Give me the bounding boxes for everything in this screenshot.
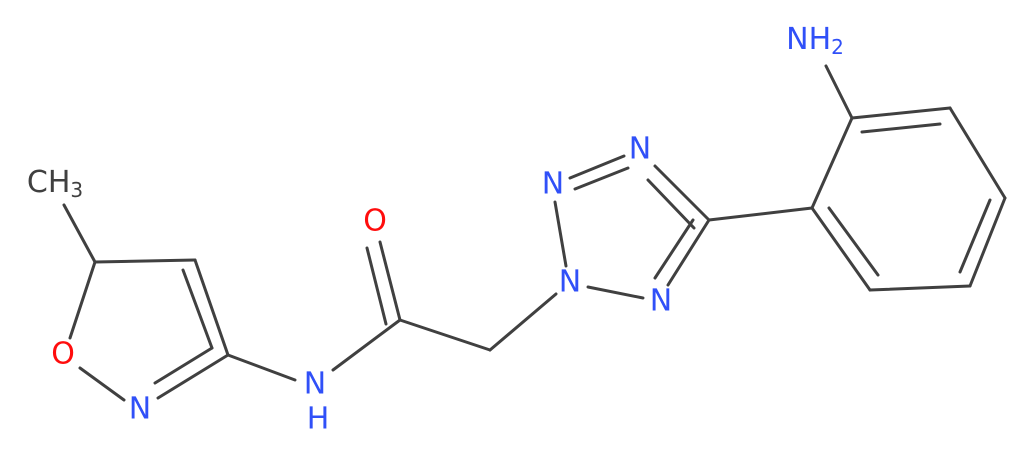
atom-label: N [542,167,564,202]
atom-label: NH2 [786,22,844,59]
atom-label: N [304,367,326,402]
bonds [62,64,1007,402]
atom-label: N [129,392,151,427]
atom-label: N [629,132,651,167]
atom-label: O [51,337,75,372]
atom-label: O [363,204,387,239]
atom-label: H [307,402,330,437]
atom-label: CH3 [27,165,83,202]
atom-label: N [559,265,581,300]
atom-label: N [650,284,672,319]
